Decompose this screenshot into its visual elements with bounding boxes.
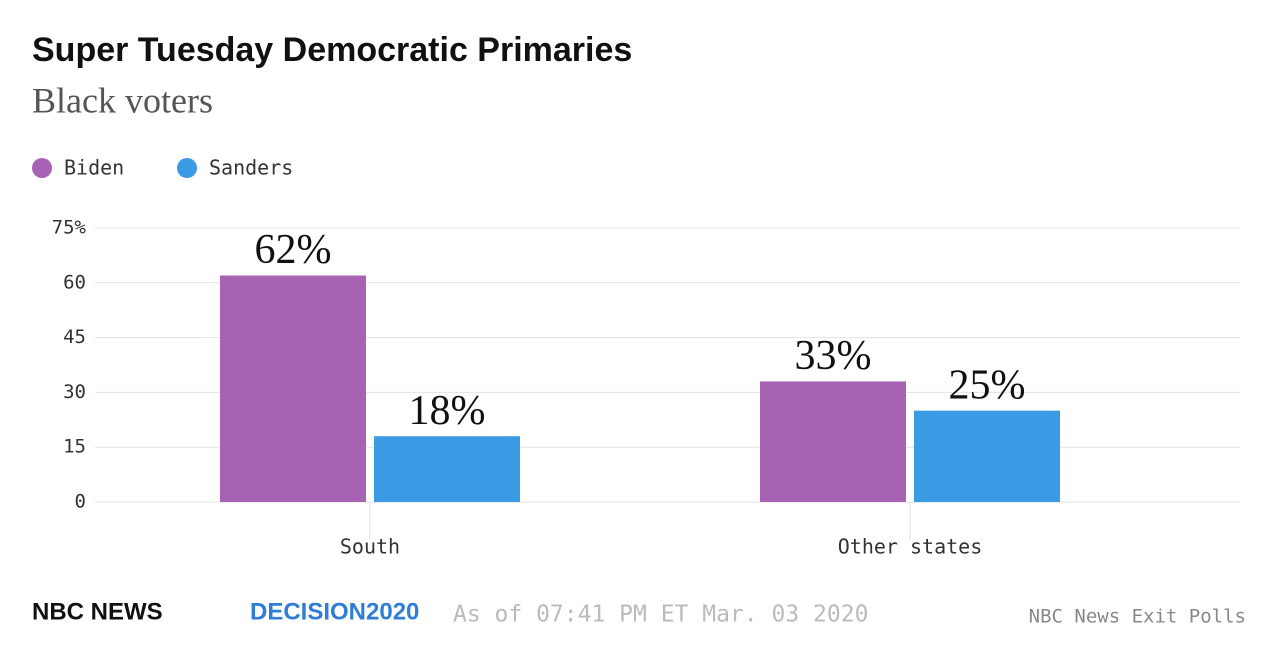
bar bbox=[374, 436, 520, 502]
value-label: 33% bbox=[795, 333, 872, 379]
x-tick-label: Other states bbox=[838, 535, 983, 559]
brand-sub: DECISION2020 bbox=[250, 598, 419, 625]
chart-title: Super Tuesday Democratic Primaries bbox=[32, 31, 632, 69]
legend-swatch bbox=[32, 158, 52, 178]
value-label: 18% bbox=[409, 388, 486, 434]
x-tick-label: South bbox=[340, 535, 400, 559]
timestamp: As of 07:41 PM ET Mar. 03 2020 bbox=[453, 602, 868, 628]
legend-label: Sanders bbox=[209, 156, 293, 180]
y-tick-label: 30 bbox=[63, 381, 86, 403]
bar bbox=[760, 381, 906, 502]
source: NBC News Exit Polls bbox=[1029, 606, 1246, 628]
y-tick-label: 75% bbox=[52, 217, 87, 239]
legend-label: Biden bbox=[64, 156, 124, 180]
bar bbox=[914, 410, 1060, 502]
legend-swatch bbox=[177, 158, 197, 178]
bar bbox=[220, 275, 366, 502]
y-tick-label: 0 bbox=[75, 491, 86, 513]
y-tick-label: 15 bbox=[63, 436, 86, 458]
chart-subtitle: Black voters bbox=[32, 80, 213, 120]
y-tick-label: 60 bbox=[63, 271, 86, 293]
value-label: 25% bbox=[949, 362, 1026, 408]
value-label: 62% bbox=[255, 227, 332, 273]
brand: NBC NEWS bbox=[32, 598, 163, 625]
y-tick-label: 45 bbox=[63, 326, 86, 348]
